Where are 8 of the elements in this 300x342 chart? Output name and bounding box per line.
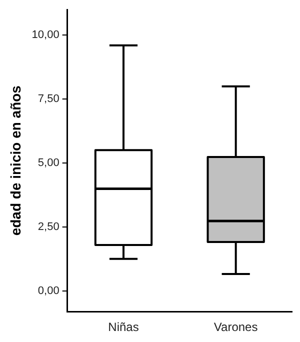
y-tick-label: 10,00 xyxy=(32,29,60,42)
y-tick-label: 7,50 xyxy=(38,93,60,106)
y-tick-label: 0,00 xyxy=(38,285,60,298)
y-axis-title: edad de inicio en años xyxy=(7,85,24,236)
x-tick-label: Niñas xyxy=(108,320,139,334)
y-tick-label: 5,00 xyxy=(38,157,60,170)
y-tick-label: 2,50 xyxy=(38,221,60,234)
x-tick-label: Varones xyxy=(214,320,258,334)
